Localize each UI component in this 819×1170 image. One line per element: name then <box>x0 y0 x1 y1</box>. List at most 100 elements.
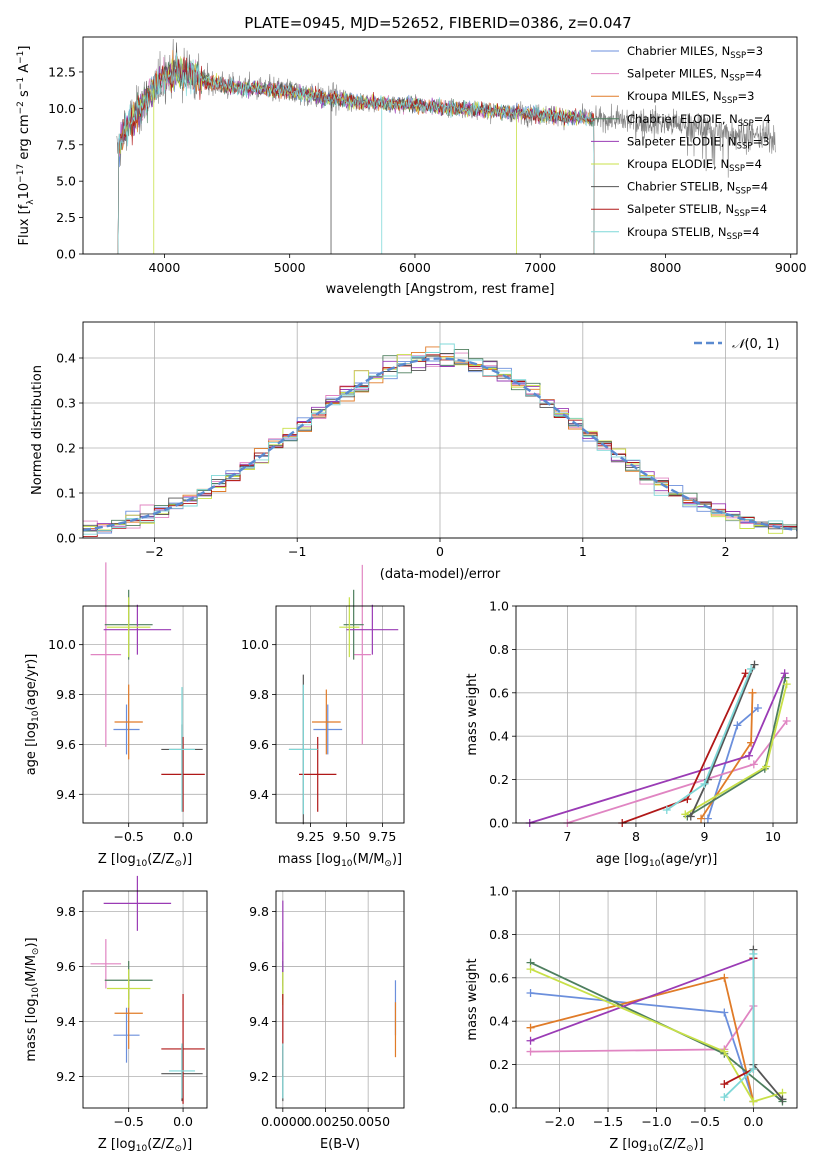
weight-marker <box>720 1093 729 1102</box>
weight-marker <box>762 762 771 771</box>
x-tick-label: 7000 <box>524 260 556 275</box>
x-axis-label: E(B-V) <box>320 1137 360 1152</box>
x-label-part: ⊙ <box>174 859 182 869</box>
y-tick-label: 0.4 <box>489 729 509 744</box>
y-tick-label: 7.5 <box>56 137 76 152</box>
legend-entry: Kroupa STELIB, NSSP=4 <box>627 225 759 242</box>
y-tick-label: 0.0 <box>56 531 76 546</box>
weight-marker <box>526 1036 535 1045</box>
weight-marker <box>782 717 791 726</box>
x-tick-label: 1 <box>579 544 587 559</box>
x-label-part: 10 <box>136 859 148 869</box>
y-label-part: mass [log <box>24 998 39 1061</box>
weight-marker <box>782 680 791 689</box>
x-tick-label: −2 <box>145 544 163 559</box>
y-tick-label: 9.4 <box>56 1014 76 1029</box>
legend-nssp: =4 <box>754 112 771 126</box>
weight-marker <box>720 973 729 982</box>
x-tick-label: −1 <box>288 544 306 559</box>
weight-marker <box>749 760 758 769</box>
x-axis-label: (data-model)/error <box>380 567 501 582</box>
x-label-part: Z [log <box>609 1137 647 1152</box>
weight-marker <box>703 814 712 823</box>
x-label-part: 10 <box>136 1144 148 1154</box>
y-tick-label: 9.8 <box>249 904 269 919</box>
y-axis-label: mass weight <box>465 958 480 1040</box>
x-tick-label: 0.0000 <box>261 1114 305 1129</box>
y-label-part: −17 <box>16 164 26 183</box>
axes-frame <box>82 605 208 824</box>
y-label-part: −2 <box>16 101 26 114</box>
legend-nssp: =3 <box>746 44 763 58</box>
legend-sub: SSP <box>737 141 753 151</box>
x-tick-label: 8000 <box>650 260 682 275</box>
x-axis-label: mass [log10(M/M⊙)] <box>278 852 402 869</box>
y-tick-label: 10.0 <box>48 101 76 116</box>
x-label-part: Z [log <box>98 852 136 867</box>
residuals-panel: −2 −1 0 1 2 0.0 0.1 0.2 0.3 0.4 𝒩(0, 1) (data-model… <box>30 321 798 582</box>
legend-label: Kroupa ELODIE, N <box>627 157 729 171</box>
x-tick-label: 10 <box>765 829 781 844</box>
y-label-part: A <box>17 64 32 77</box>
y-label-part: −1 <box>16 51 26 64</box>
y-tick-label: 9.2 <box>249 1069 269 1084</box>
legend-nssp: =4 <box>751 180 768 194</box>
weight-marker <box>700 779 709 788</box>
x-label-part: )] <box>182 1137 192 1152</box>
legend-entry: Chabrier MILES, NSSP=3 <box>627 44 763 61</box>
y-tick-label: 9.8 <box>249 687 269 702</box>
y-tick-label: 10.0 <box>241 637 269 652</box>
legend-entry: Kroupa ELODIE, NSSP=4 <box>627 157 762 174</box>
weight-marker <box>720 1047 729 1056</box>
x-tick-label: 0.0 <box>173 829 193 844</box>
y-label-part: age [log <box>24 722 39 775</box>
legend-entry: Salpeter MILES, NSSP=4 <box>627 67 762 84</box>
y-tick-label: 0.4 <box>489 1014 509 1029</box>
axes-frame <box>82 321 798 539</box>
y-axis-label: Flux [fλ10−17 erg cm−2 s−1 A−1] <box>16 46 36 246</box>
x-tick-label: 0.0025 <box>304 1114 348 1129</box>
weight-marker <box>749 1064 758 1073</box>
y-axis-label: Normed distribution <box>30 365 45 495</box>
weight-marker <box>526 965 535 974</box>
y-label-part: 10 <box>31 710 41 722</box>
x-tick-label: 5000 <box>274 260 306 275</box>
y-tick-label: 10.0 <box>48 637 76 652</box>
axes-frame <box>82 890 208 1109</box>
weight-marker <box>747 664 756 673</box>
x-label-part: ⊙ <box>686 1144 694 1154</box>
y-label-part: (age/yr)] <box>24 654 39 711</box>
age-vs-mass-panel: 9.25 9.50 9.75 9.4 9.6 9.8 10.0 mass [log10(M/M… <box>241 564 405 869</box>
y-tick-label: 9.6 <box>249 959 269 974</box>
legend-nssp: =3 <box>753 134 770 148</box>
legend-sub: SSP <box>730 51 746 61</box>
x-axis-label: Z [log10(Z/Z⊙)] <box>98 852 192 869</box>
normal-reference-curve <box>82 357 798 532</box>
x-axis-label: Z [log10(Z/Z⊙)] <box>609 1137 703 1154</box>
y-label-part: 10 <box>17 183 32 200</box>
legend-sub: SSP <box>727 231 743 241</box>
weight-marker <box>526 1023 535 1032</box>
x-label-part: (M/M <box>353 852 385 867</box>
figure-title: PLATE=0945, MJD=52652, FIBERID=0386, z=0… <box>244 14 631 32</box>
y-tick-label: 0.2 <box>56 441 76 456</box>
x-tick-label: 2 <box>722 544 730 559</box>
weight-marker <box>720 1008 729 1017</box>
x-tick-label: 0.0050 <box>346 1114 390 1129</box>
weight-marker <box>749 949 758 958</box>
legend-nssp: =4 <box>745 67 762 81</box>
x-label-part: 10 <box>341 859 353 869</box>
mass-vs-Z-panel: −0.5 0.09.29.49.69.8Z [log10(Z/Z⊙)]mass [… <box>24 875 208 1154</box>
x-label-part: Z [log <box>98 1137 136 1152</box>
weight-marker <box>741 669 750 678</box>
spectrum-panel: 4000 5000 6000 7000 8000 9000 0.0 2.5 5.0 7.5 10.0… <box>16 36 807 297</box>
y-axis-label: mass weight <box>465 673 480 755</box>
weight-marker <box>697 814 706 823</box>
x-axis-label: Z [log10(Z/Z⊙)] <box>98 1137 192 1154</box>
weight-marker <box>662 805 671 814</box>
y-tick-label: 0.0 <box>489 1101 509 1116</box>
legend-label: Salpeter STELIB, N <box>627 202 734 216</box>
weight-marker <box>749 1097 758 1106</box>
